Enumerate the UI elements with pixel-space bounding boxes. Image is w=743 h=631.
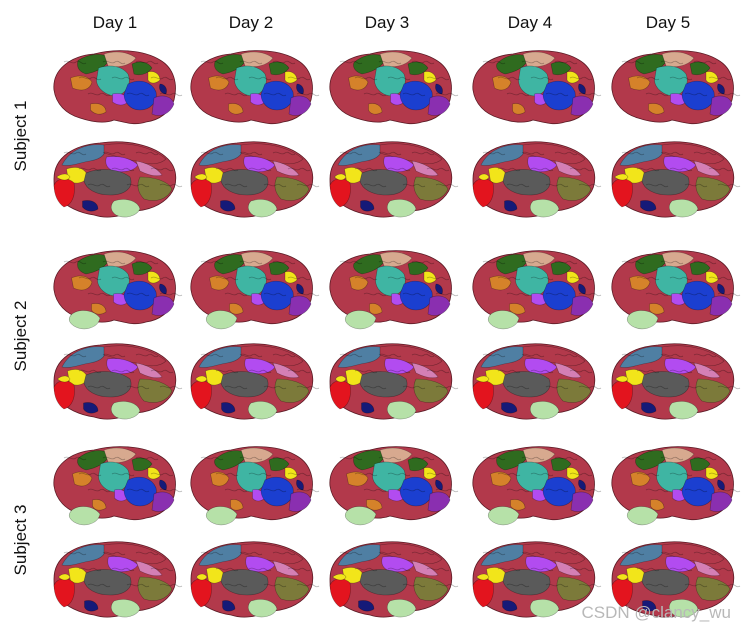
brain-medial-view [181,135,321,223]
brain-medial-view [320,135,460,223]
row-header-subject-3: Subject 3 [11,504,30,576]
brain-lateral-view [320,440,460,528]
row-header-subject-2: Subject 2 [11,300,30,372]
brain-medial-view [181,337,321,425]
brain-medial-view [320,535,460,623]
brain-lateral-view [463,440,603,528]
brain-lateral-view [320,44,460,132]
brain-medial-view [320,337,460,425]
column-header-day-1: Day 1 [92,13,138,32]
brain-lateral-view [44,440,184,528]
brain-medial-view [602,535,742,623]
brain-medial-view [181,535,321,623]
brain-medial-view [463,535,603,623]
brain-lateral-view [463,244,603,332]
brain-medial-view [44,535,184,623]
brain-lateral-view [602,440,742,528]
brain-lateral-view [602,244,742,332]
row-header-subject-1: Subject 1 [11,100,30,172]
brain-medial-view [44,337,184,425]
watermark: CSDN @clancy_wu [581,603,731,622]
brain-medial-view [463,337,603,425]
brain-lateral-view [181,244,321,332]
brain-medial-view [602,135,742,223]
brain-lateral-view [602,44,742,132]
brain-medial-view [463,135,603,223]
column-header-day-2: Day 2 [228,13,274,32]
column-header-day-5: Day 5 [645,13,691,32]
brain-medial-view [602,337,742,425]
brain-medial-view [44,135,184,223]
brain-lateral-view [463,44,603,132]
column-header-day-3: Day 3 [364,13,410,32]
brain-lateral-view [181,440,321,528]
column-header-day-4: Day 4 [507,13,553,32]
brain-lateral-view [44,44,184,132]
brain-lateral-view [44,244,184,332]
brain-lateral-view [320,244,460,332]
brain-lateral-view [181,44,321,132]
